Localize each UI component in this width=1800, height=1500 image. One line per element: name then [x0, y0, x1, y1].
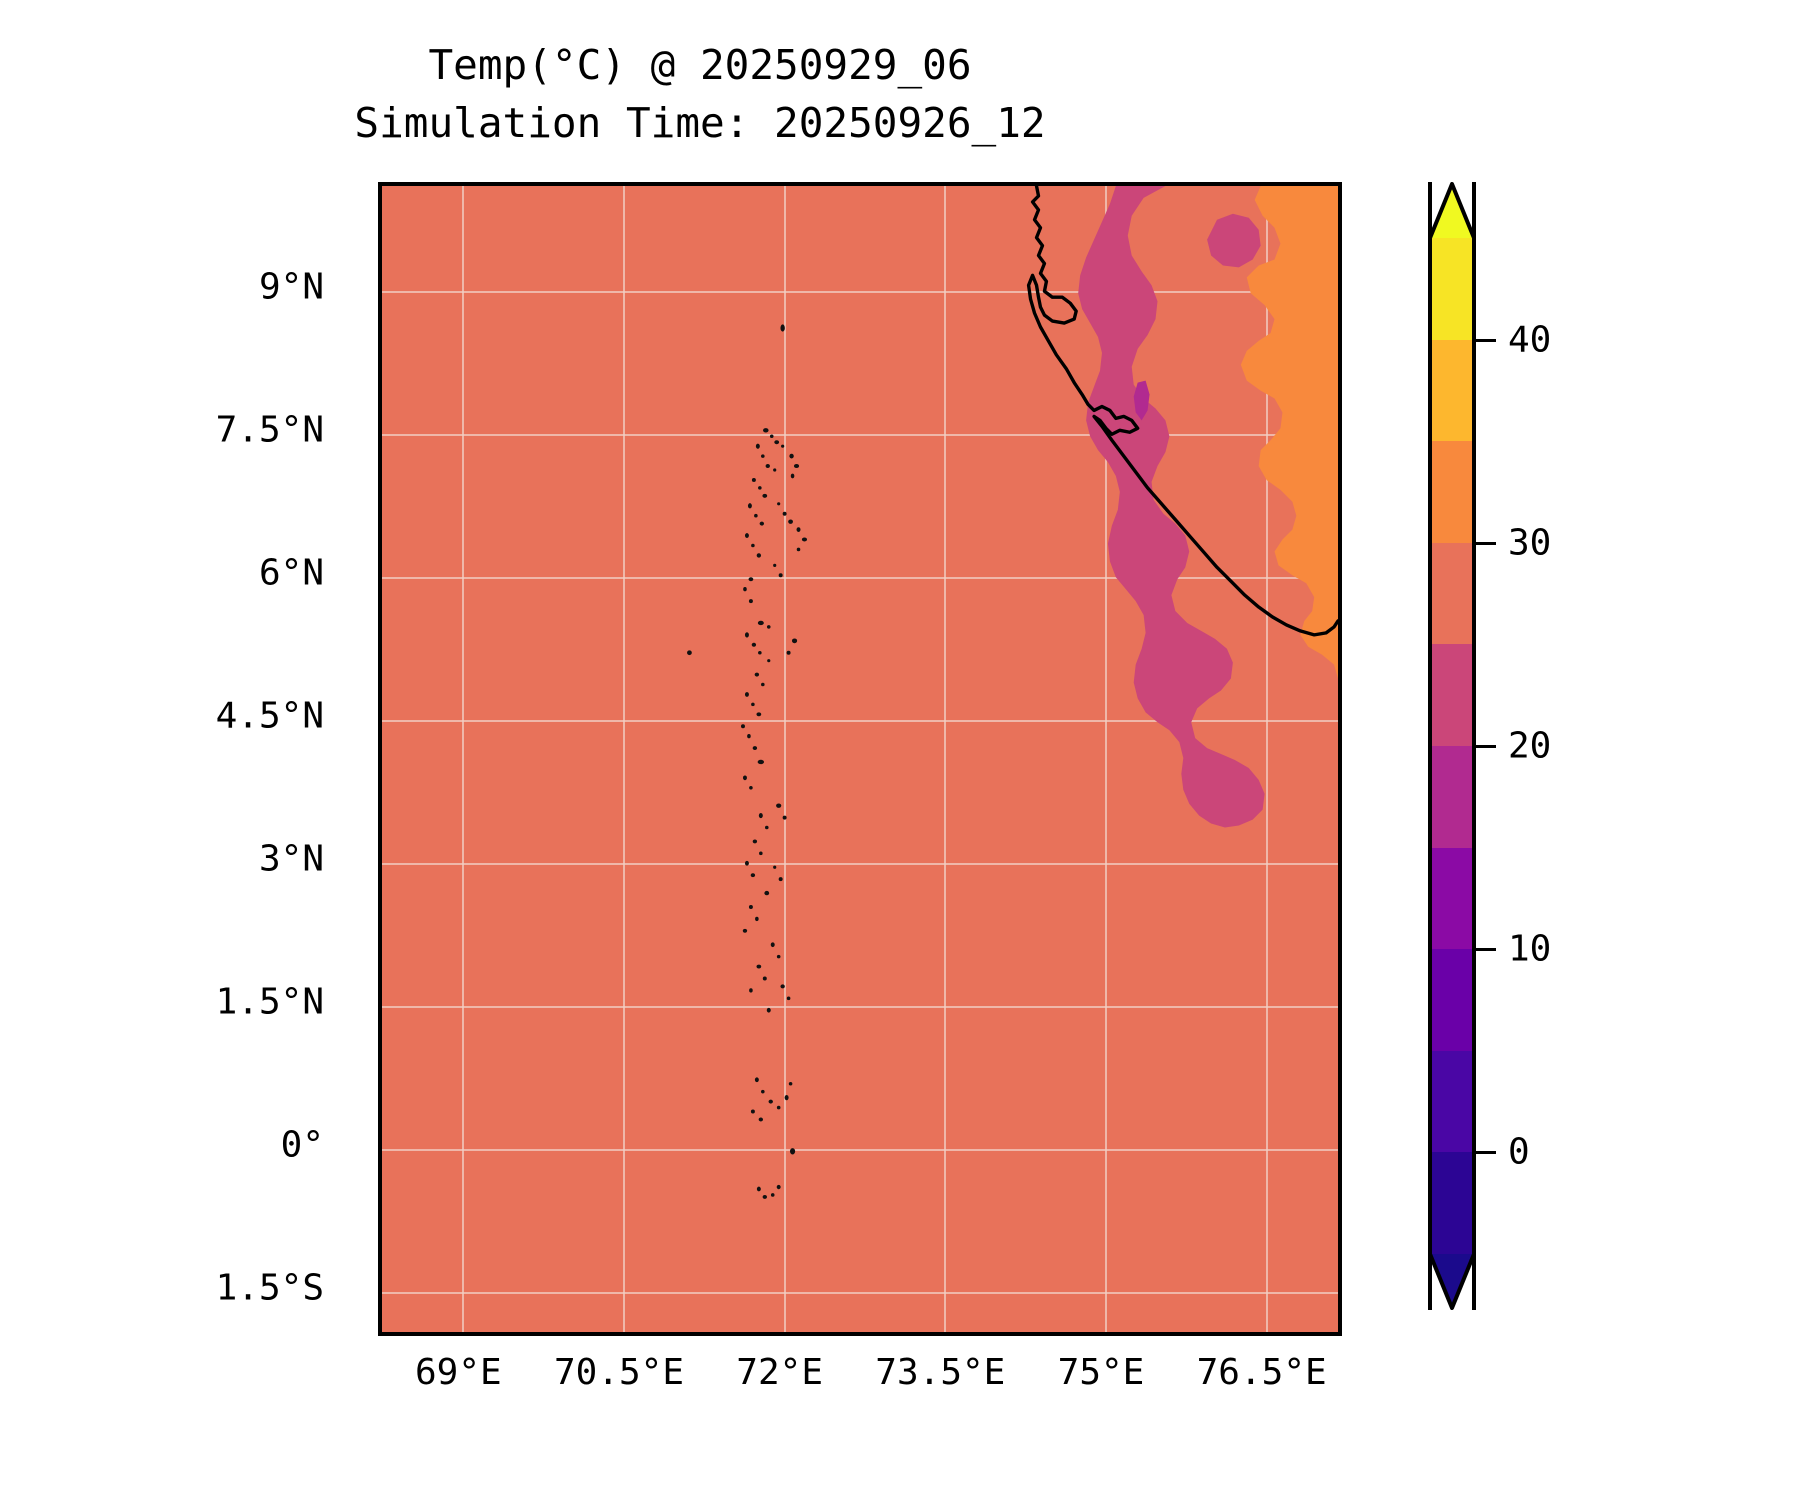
x-tick-label-3: 73.5°E [875, 1352, 1006, 1393]
y-tick-label-4: 3°N [258, 838, 324, 880]
gridline-vertical-5 [1265, 186, 1268, 1332]
colorbar-band-20-25 [1428, 644, 1476, 746]
gridline-vertical-2 [783, 186, 786, 1332]
temperature-field-surface [382, 186, 1338, 1332]
colorbar-tick-label-40: 40 [1508, 319, 1552, 361]
colorbar-tick-20 [1476, 745, 1496, 748]
colorbar-band-5-10 [1428, 949, 1476, 1051]
y-tick-label-0: 9°N [258, 266, 324, 308]
colorbar-band-40-45 [1428, 238, 1476, 340]
colorbar-band-10-15 [1428, 847, 1476, 950]
contour-band-20-25 [1078, 186, 1265, 828]
gridline-horizontal-6 [382, 1149, 1338, 1152]
gridline-horizontal-0 [382, 290, 1338, 293]
contour-band-20-25-secondary [1207, 213, 1261, 268]
colorbar-tick-label-0: 0 [1508, 1131, 1530, 1173]
gridline-vertical-1 [623, 186, 625, 1332]
colorbar-band-30-35 [1428, 441, 1476, 543]
contour-and-coastline-svg [687, 186, 1338, 1199]
colorbar-tick-label-10: 10 [1508, 928, 1552, 970]
gridline-horizontal-5 [382, 1006, 1338, 1009]
y-tick-label-7: 1.5°S [215, 1267, 324, 1309]
colorbar-tick-30 [1476, 541, 1496, 545]
colorbar-band-0-5 [1428, 1050, 1476, 1153]
contour-band-30-35 [1240, 186, 1338, 679]
figure-title: Temp(°C) @ 20250929_06 Simulation Time: … [0, 36, 1400, 152]
colorbar-extend-max-arrow [1428, 182, 1476, 238]
x-tick-label-2: 72°E [736, 1352, 824, 1393]
gridline-horizontal-2 [382, 577, 1338, 580]
gridline-vertical-0 [462, 186, 465, 1332]
y-tick-label-2: 6°N [258, 552, 324, 594]
x-tick-label-0: 69°E [414, 1352, 502, 1393]
x-tick-label-5: 76.5°E [1196, 1352, 1327, 1393]
colorbar-arrow-outlines [1428, 182, 1476, 1310]
colorbar-band--5-0 [1428, 1152, 1476, 1254]
colorbar-band-35-40 [1428, 339, 1476, 442]
gridline-vertical-4 [1105, 186, 1107, 1332]
colorbar-tick-10 [1476, 948, 1496, 952]
colorbar-tick-label-20: 20 [1508, 725, 1552, 767]
maldives-atolls [687, 324, 808, 1199]
contour-band-15-20 [1133, 380, 1150, 421]
colorbar-tick-label-30: 30 [1508, 522, 1552, 564]
colorbar-extend-min-arrow [1428, 1254, 1476, 1310]
x-tick-label-4: 75°E [1057, 1352, 1145, 1393]
colorbar-tick-0 [1476, 1151, 1496, 1155]
title-line-primary: Temp(°C) @ 20250929_06 [428, 41, 972, 89]
y-tick-label-6: 0° [280, 1124, 324, 1166]
gridline-horizontal-1 [382, 433, 1338, 436]
y-tick-label-5: 1.5°N [215, 981, 324, 1023]
coastline-india [1026, 186, 1338, 637]
colorbar[interactable]: 0 10 20 30 40 [1428, 182, 1551, 1310]
gridline-horizontal-7 [382, 1292, 1338, 1295]
title-line-secondary: Simulation Time: 20250926_12 [354, 99, 1046, 147]
x-tick-label-1: 70.5°E [553, 1352, 685, 1393]
colorbar-band-25-30 [1428, 542, 1476, 645]
y-tick-label-1: 7.5°N [215, 409, 324, 451]
gridline-vertical-3 [944, 186, 947, 1332]
gridline-horizontal-4 [382, 863, 1338, 866]
gridline-horizontal-3 [382, 720, 1338, 723]
colorbar-band-15-20 [1428, 746, 1476, 848]
y-tick-label-3: 4.5°N [215, 695, 324, 737]
map-axes [378, 182, 1342, 1336]
colorbar-tick-40 [1476, 338, 1496, 342]
